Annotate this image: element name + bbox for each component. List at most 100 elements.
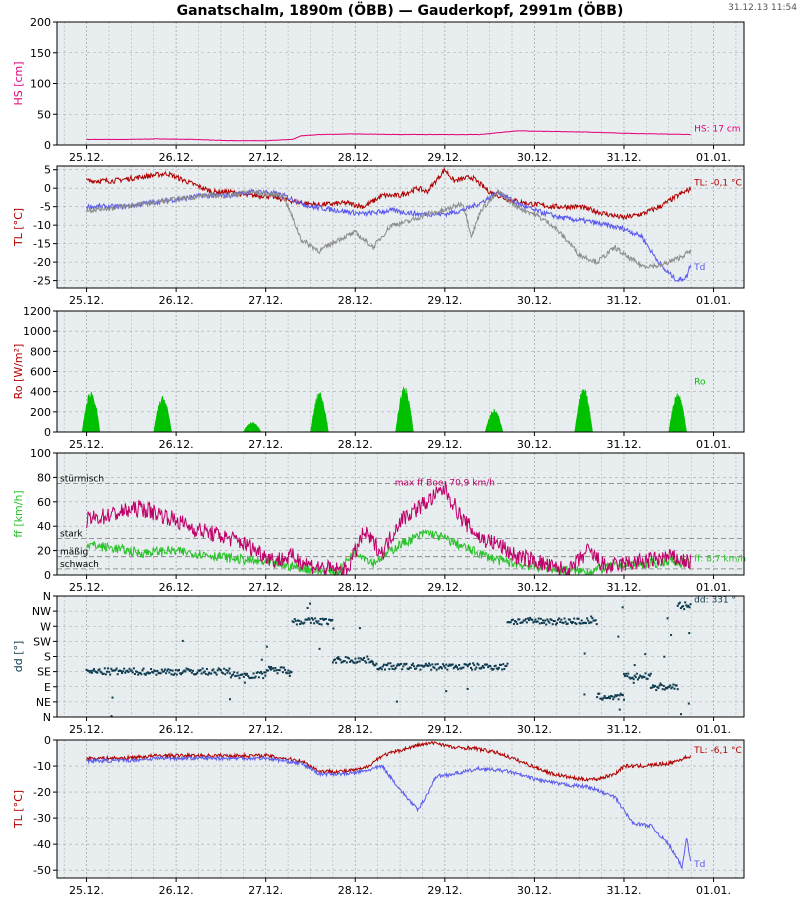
y-tick-label: -30 <box>33 812 51 825</box>
wind-direction-point <box>521 621 524 624</box>
y-tick-label: -20 <box>33 256 51 269</box>
wind-direction-point <box>569 620 572 623</box>
y-tick-label: N <box>43 590 51 603</box>
y-tick-label: 20 <box>37 545 51 558</box>
y-tick-label: 150 <box>30 47 51 60</box>
wind-direction-point <box>676 688 679 691</box>
wind-direction-point <box>644 672 647 675</box>
wind-direction-point <box>156 669 159 672</box>
wind-direction-point <box>347 657 350 660</box>
wind-direction-point <box>353 661 356 664</box>
wind-direction-point <box>244 673 247 676</box>
wind-direction-point <box>603 695 606 698</box>
wind-direction-point <box>124 671 127 674</box>
chart-panel-4: 0 20 40 60 80 100 ff [km/h] 25.12. 26.12. 27.12. 2… <box>12 447 746 594</box>
wind-direction-point <box>479 667 482 670</box>
wind-direction-point <box>277 669 280 672</box>
wind-direction-point <box>247 674 250 677</box>
wind-direction-point <box>471 668 474 671</box>
wind-direction-point <box>212 668 215 671</box>
wind-direction-point <box>165 672 168 675</box>
wind-direction-point <box>635 672 638 675</box>
wind-direction-point <box>229 698 232 701</box>
plot-frame <box>56 310 745 433</box>
wind-direction-point <box>508 621 511 624</box>
y-tick-label: NE <box>36 696 51 709</box>
wind-direction-point <box>460 667 463 670</box>
wind-direction-point <box>238 677 241 680</box>
annotation: dd: 331 ° <box>694 596 736 606</box>
wind-direction-point <box>339 658 342 661</box>
wind-direction-point <box>395 700 398 703</box>
wind-direction-point <box>681 605 684 608</box>
wind-direction-point <box>145 672 148 675</box>
wind-direction-point <box>155 673 158 676</box>
wind-direction-point <box>203 670 206 673</box>
wind-direction-point <box>318 647 321 650</box>
wind-direction-point <box>621 694 624 697</box>
wind-direction-point <box>307 617 310 620</box>
y-tick-label: 100 <box>30 78 51 91</box>
wind-direction-point <box>340 661 343 664</box>
wind-direction-point <box>375 662 378 665</box>
wind-direction-point <box>589 621 592 624</box>
wind-direction-point <box>262 677 265 680</box>
wind-direction-point <box>503 667 506 670</box>
chart-panel-2: -25 -20 -15 -10 -5 0 5 TL [°C] 25.12. 26.12. 27.12… <box>12 164 745 307</box>
wind-direction-point <box>137 673 140 676</box>
wind-direction-point <box>205 668 208 671</box>
wind-direction-point <box>236 671 239 674</box>
y-tick-label: 1200 <box>23 305 51 318</box>
wind-direction-point <box>325 622 328 625</box>
y-tick-label: -20 <box>33 786 51 799</box>
wind-direction-point <box>126 669 129 672</box>
wind-direction-point <box>360 658 363 661</box>
wind-direction-point <box>260 658 263 661</box>
wind-direction-point <box>682 605 685 608</box>
wind-direction-point <box>243 672 246 675</box>
wind-direction-point <box>573 617 576 620</box>
wind-direction-point <box>576 617 579 620</box>
wind-direction-point <box>331 618 334 621</box>
wind-direction-point <box>530 618 533 621</box>
x-tick-label: 26.12. <box>159 294 194 307</box>
x-tick-label: 27.12. <box>248 294 283 307</box>
wind-direction-point <box>301 622 304 625</box>
wind-direction-point <box>189 669 192 672</box>
wind-direction-point <box>369 660 372 663</box>
wind-direction-point <box>684 601 687 604</box>
wind-direction-point <box>492 668 495 671</box>
x-tick-label: 26.12. <box>159 884 194 897</box>
x-tick-label: 31.12. <box>606 581 641 594</box>
wind-direction-point <box>183 669 186 672</box>
x-tick-label: 31.12. <box>606 294 641 307</box>
plot-area <box>57 166 744 288</box>
wind-direction-point <box>356 660 359 663</box>
radiation-peak <box>81 391 101 433</box>
wind-direction-point <box>284 668 287 671</box>
x-tick-label: 29.12. <box>427 151 462 164</box>
wind-direction-point <box>364 660 367 663</box>
wind-direction-point <box>504 665 507 668</box>
wind-direction-point <box>502 663 505 666</box>
wind-direction-point <box>463 663 466 666</box>
wind-direction-point <box>220 671 223 674</box>
wind-direction-point <box>102 672 105 675</box>
wind-direction-point <box>584 622 587 625</box>
wind-direction-point <box>176 669 179 672</box>
wind-direction-point <box>168 671 171 674</box>
wind-direction-point <box>275 669 278 672</box>
wind-direction-point <box>633 664 636 667</box>
wind-direction-point <box>477 663 480 666</box>
wind-direction-point <box>505 664 508 667</box>
wind-direction-point <box>583 621 586 624</box>
y-axis-label: dd [°] <box>12 641 25 673</box>
wind-direction-point <box>154 670 157 673</box>
wind-direction-point <box>563 617 566 620</box>
wind-direction-point <box>419 668 422 671</box>
annotation: Td <box>693 860 705 870</box>
wind-direction-point <box>140 673 143 676</box>
wind-direction-point <box>432 666 435 669</box>
wind-direction-point <box>497 666 500 669</box>
